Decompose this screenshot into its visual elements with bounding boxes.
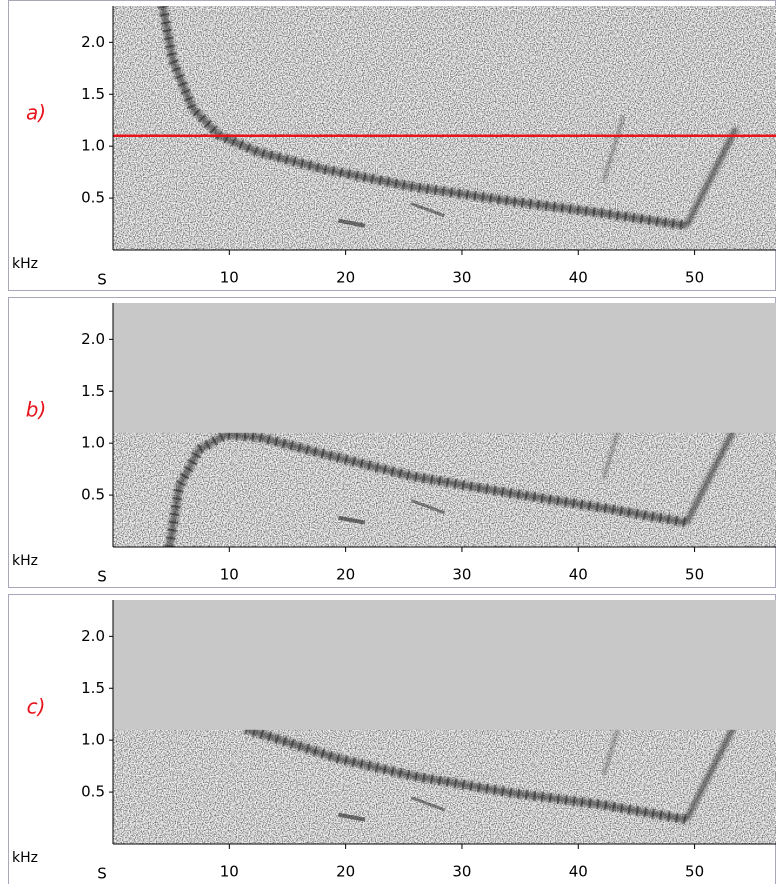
call-trace [165,431,688,547]
y-axis-label: kHz [12,850,38,866]
x-tick-label: 10 [220,269,239,287]
panel-label: c) [27,694,46,718]
rise-trace [683,126,739,227]
x-tick-label: 50 [685,269,704,287]
short-trace [338,515,366,525]
threshold-mask [113,303,776,433]
spectrogram-area [113,600,776,844]
call-trace [159,6,688,230]
y-tick-label: 0.5 [81,783,105,801]
short-trace [410,499,446,515]
x-tick-label: 20 [336,863,355,881]
spectrogram-area [113,303,776,547]
x-tick-label: 50 [685,566,704,584]
call-harmonics [164,429,688,547]
x-axis-label: S [97,271,107,289]
y-tick-label: 2.0 [81,33,105,51]
x-tick-label: 40 [569,566,588,584]
short-trace [410,796,446,812]
y-tick-label: 1.5 [81,85,105,103]
rise-trace [683,423,739,524]
y-tick-label: 1.5 [81,679,105,697]
short-trace [338,812,366,822]
rise-trace [683,720,739,821]
x-axis-label: S [97,568,107,586]
y-tick-label: 0.5 [81,189,105,207]
y-tick-label: 2.0 [81,627,105,645]
y-tick-label: 2.0 [81,330,105,348]
x-tick-label: 20 [336,566,355,584]
panel-label: b) [26,397,47,421]
short-trace [410,202,446,218]
x-tick-label: 40 [569,269,588,287]
noise [113,6,776,250]
x-tick-label: 30 [452,566,471,584]
x-tick-label: 20 [336,269,355,287]
call-harmonics [157,6,688,231]
x-tick-label: 10 [220,566,239,584]
y-axis-label: kHz [12,553,38,569]
panel-label: a) [26,100,46,124]
x-tick-label: 10 [220,863,239,881]
x-tick-label: 30 [452,269,471,287]
call-harmonics [244,724,688,825]
y-tick-label: 1.5 [81,382,105,400]
rise-trace [602,115,625,183]
short-trace [338,218,366,228]
y-tick-label: 1.0 [81,137,105,155]
spectrogram-area [113,6,776,250]
x-tick-label: 30 [452,863,471,881]
x-tick-label: 40 [569,863,588,881]
y-tick-label: 1.0 [81,731,105,749]
x-tick-label: 50 [685,863,704,881]
y-axis-label: kHz [12,256,38,272]
x-axis-label: S [97,865,107,883]
y-tick-label: 1.0 [81,434,105,452]
call-trace [244,725,688,824]
threshold-mask [113,600,776,730]
y-tick-label: 0.5 [81,486,105,504]
